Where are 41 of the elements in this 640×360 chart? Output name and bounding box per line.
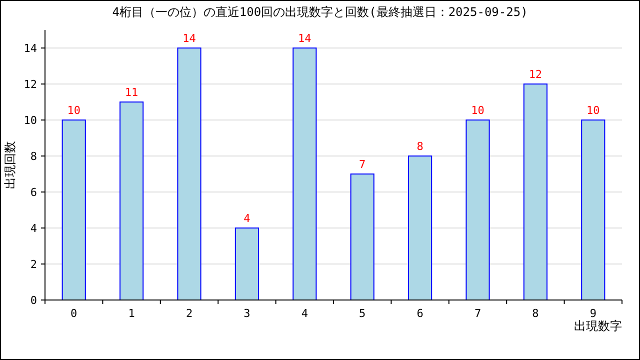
- chart-title: 4桁目（一の位）の直近100回の出現数字と回数(最終抽選日：2025-09-25): [112, 5, 528, 19]
- data-label: 4: [244, 212, 251, 225]
- bar: [581, 120, 606, 300]
- data-label: 11: [124, 86, 138, 99]
- x-tick-label: 2: [186, 307, 193, 320]
- bar: [466, 120, 490, 300]
- bar: [292, 48, 317, 300]
- bar: [408, 156, 432, 300]
- data-label: 12: [528, 68, 542, 81]
- x-tick-label: 6: [416, 307, 424, 320]
- x-tick-label: 9: [590, 307, 596, 320]
- data-label: 10: [586, 104, 600, 117]
- x-tick-label: 3: [244, 307, 250, 320]
- x-tick-label: 7: [474, 307, 482, 320]
- data-label: 8: [416, 140, 424, 153]
- y-tick-label: 14: [24, 42, 38, 55]
- x-tick-label: 5: [359, 307, 366, 320]
- data-label: 7: [359, 158, 366, 171]
- y-tick-label: 6: [30, 186, 37, 199]
- data-label: 10: [67, 104, 80, 117]
- y-tick-label: 0: [30, 294, 37, 307]
- data-label: 14: [182, 32, 196, 45]
- data-label: 10: [471, 104, 484, 117]
- x-tick-label: 0: [70, 307, 78, 320]
- x-tick-label: 1: [128, 307, 135, 320]
- y-tick-label: 10: [24, 114, 37, 127]
- x-tick-label: 4: [301, 307, 308, 320]
- y-tick-label: 12: [24, 78, 37, 91]
- data-label: 14: [298, 32, 312, 45]
- x-tick-label: 8: [532, 307, 539, 320]
- x-axis-title: 出現数字: [574, 319, 622, 333]
- y-tick-label: 4: [30, 222, 38, 235]
- bar: [62, 120, 86, 300]
- y-axis-title: 出現回数: [3, 141, 17, 189]
- bar: [120, 102, 144, 300]
- bar: [523, 84, 548, 300]
- bar: [234, 228, 259, 300]
- y-tick-label: 8: [30, 150, 37, 163]
- bar: [350, 174, 374, 300]
- bar: [177, 48, 202, 300]
- y-tick-label: 2: [30, 258, 37, 271]
